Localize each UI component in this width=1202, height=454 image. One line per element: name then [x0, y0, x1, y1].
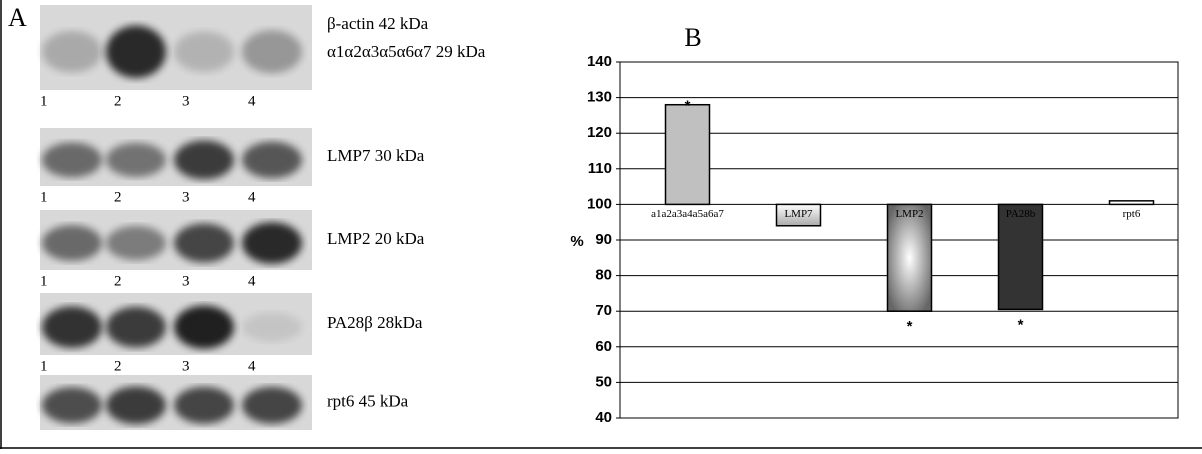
blot-band [242, 30, 302, 73]
lane-number: 1 [40, 358, 48, 374]
lane-number: 2 [114, 273, 122, 289]
blot [40, 375, 312, 430]
blot-band [42, 31, 102, 72]
panel-label: B [684, 23, 701, 52]
lane-number: 3 [182, 273, 190, 289]
blot-band [174, 305, 234, 348]
blot-band [174, 387, 234, 424]
lane-number: 1 [40, 273, 48, 289]
blot-band [174, 223, 234, 262]
lane-number: 3 [182, 93, 190, 109]
blot-band [174, 140, 234, 179]
y-tick-label: 80 [595, 267, 612, 284]
blot-band [174, 31, 234, 72]
annotation: * [907, 318, 913, 335]
bar [999, 204, 1043, 309]
blot-band [42, 225, 102, 261]
blot-band [42, 387, 102, 423]
blot-band [106, 25, 166, 78]
blot [40, 5, 312, 90]
y-tick-label: 110 [588, 160, 612, 177]
annotation: * [685, 98, 691, 115]
blot-band [242, 142, 302, 179]
blot-band [42, 142, 102, 177]
blot-label: PA28β 28kDa [327, 313, 423, 332]
blot [40, 210, 312, 270]
y-tick-label: 40 [595, 409, 612, 426]
x-tick-label: a1a2a3a4a5a6a7 [651, 208, 724, 220]
bar [888, 204, 932, 311]
blot-label: LMP7 30 kDa [327, 146, 425, 165]
blot-band [242, 222, 302, 264]
blot-band [106, 226, 166, 260]
y-tick-label: 70 [595, 302, 612, 319]
y-tick-label: 50 [595, 373, 612, 390]
panel-label: A [8, 3, 27, 32]
lane-number: 4 [248, 93, 256, 109]
blot-band [242, 313, 302, 342]
figure: A β-actin 42 kDa α1α2α3α5α6α7 29 kDa 1 2 3 4 L… [0, 0, 1202, 449]
x-tick-label: rpt6 [1123, 208, 1141, 220]
lane-number: 2 [114, 93, 122, 109]
blot-band [106, 386, 166, 424]
lane-number: 2 [114, 189, 122, 205]
x-tick-label: LMP7 [784, 208, 813, 220]
y-tick-label: 90 [595, 231, 612, 248]
lane-number: 1 [40, 189, 48, 205]
blot-label: LMP2 20 kDa [327, 229, 425, 248]
bar [666, 105, 710, 205]
y-tick-label: 130 [587, 89, 612, 106]
y-tick-label: 120 [587, 124, 612, 141]
blot-label: β-actin 42 kDa [327, 14, 429, 33]
lane-number: 3 [182, 358, 190, 374]
annotation: * [1018, 316, 1024, 333]
bar [1110, 201, 1154, 205]
blot-band [106, 143, 166, 177]
blot-band [42, 306, 102, 348]
blots: β-actin 42 kDa α1α2α3α5α6α7 29 kDa 1 2 3 4 LMP… [40, 5, 486, 430]
blot-label: rpt6 45 kDa [327, 391, 409, 410]
x-tick-label: LMP2 [895, 208, 923, 220]
blot-band [106, 307, 166, 348]
lane-number: 1 [40, 93, 48, 109]
blot [40, 128, 312, 186]
y-tick-label: 60 [595, 338, 612, 355]
x-tick-label: PA28b [1006, 208, 1036, 220]
lane-number: 4 [248, 358, 256, 374]
lane-number: 4 [248, 189, 256, 205]
lane-number: 2 [114, 358, 122, 374]
lane-number: 3 [182, 189, 190, 205]
blot [40, 293, 312, 355]
y-tick-label: 100 [587, 195, 612, 212]
y-axis-label: % [570, 233, 583, 250]
lane-number: 4 [248, 273, 256, 289]
blot-band [242, 387, 302, 424]
chart: 40 50 60 70 80 90 100 110 120 130 140 a1a2a3a4a5a6a… [587, 53, 1178, 426]
y-tick-label: 140 [587, 53, 612, 70]
blot-label: α1α2α3α5α6α7 29 kDa [327, 42, 486, 61]
